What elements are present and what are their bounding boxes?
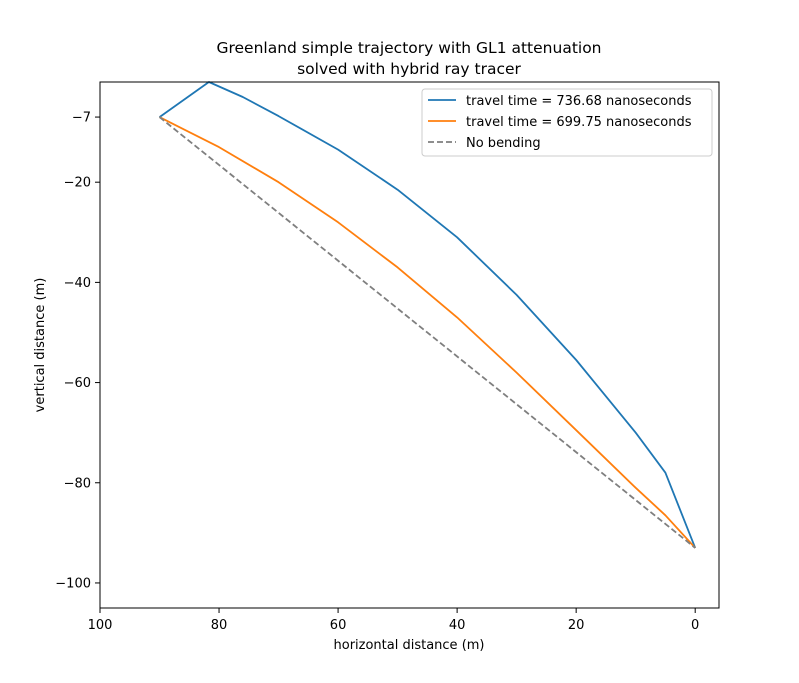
y-axis-ticks: −7 −20 −40 −60 −80 −100 bbox=[55, 111, 100, 591]
x-tick-label-4: 20 bbox=[568, 618, 585, 633]
x-tick-label-3: 40 bbox=[449, 618, 466, 633]
x-axis-label: horizontal distance (m) bbox=[334, 638, 485, 653]
legend-label-3: No bending bbox=[466, 136, 541, 151]
series-line-3 bbox=[158, 116, 696, 549]
chart-title-line-2: solved with hybrid ray tracer bbox=[297, 60, 521, 78]
legend: travel time = 736.68 nanoseconds travel t… bbox=[421, 88, 713, 157]
series-layer bbox=[158, 81, 697, 549]
x-axis-ticks: 100 80 60 40 20 0 bbox=[88, 608, 699, 633]
x-tick-label-1: 80 bbox=[211, 618, 228, 633]
chart-title-line-1: Greenland simple trajectory with GL1 att… bbox=[216, 39, 601, 57]
y-tick-label-5: −100 bbox=[55, 576, 91, 591]
y-tick-label-0: −7 bbox=[72, 111, 91, 126]
plot-area-frame bbox=[99, 81, 720, 609]
y-tick-label-1: −20 bbox=[64, 176, 91, 191]
series-line-1 bbox=[158, 81, 697, 549]
x-tick-label-2: 60 bbox=[330, 618, 347, 633]
legend-label-1: travel time = 736.68 nanoseconds bbox=[466, 94, 692, 109]
y-tick-label-3: −60 bbox=[64, 376, 91, 391]
y-tick-label-2: −40 bbox=[64, 276, 91, 291]
legend-label-2: travel time = 699.75 nanoseconds bbox=[466, 115, 692, 130]
y-axis-label: vertical distance (m) bbox=[33, 278, 48, 413]
series-line-2 bbox=[159, 116, 696, 549]
legend-frame bbox=[421, 88, 713, 157]
x-tick-label-5: 0 bbox=[691, 618, 699, 633]
y-tick-label-4: −80 bbox=[64, 476, 91, 491]
x-tick-label-0: 100 bbox=[88, 618, 113, 633]
